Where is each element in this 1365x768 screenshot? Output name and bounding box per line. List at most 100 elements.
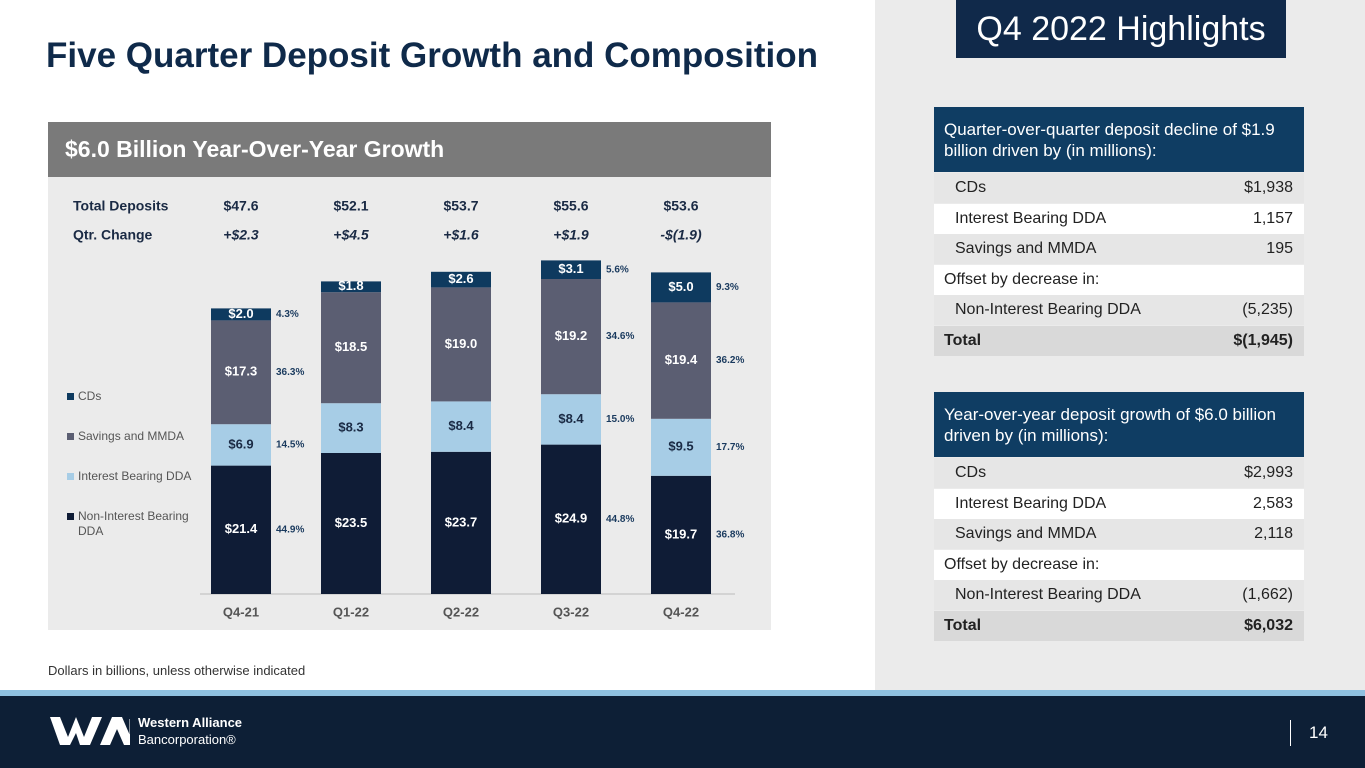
bar-segment <box>321 453 381 594</box>
legend-entry: Interest Bearing DDA <box>67 469 208 484</box>
bar-segment <box>321 403 381 453</box>
cell-label: Non-Interest Bearing DDA <box>955 586 1141 604</box>
x-tick-label: Q4-22 <box>663 604 699 619</box>
value-label: $9.5 <box>668 439 693 454</box>
total-label: $47.6 <box>223 198 258 214</box>
total-label: $53.6 <box>663 198 698 214</box>
value-label: $19.7 <box>665 526 698 541</box>
row-label: Qtr. Change <box>73 227 153 243</box>
legend-entry: Savings and MMDA <box>67 429 208 444</box>
legend-entry: CDs <box>67 389 208 404</box>
share-label: 9.3% <box>716 282 739 293</box>
table-row: Savings and MMDA 195 <box>934 234 1304 265</box>
note: Dollars in billions, unless otherwise in… <box>48 663 306 678</box>
bar-segment <box>651 302 711 419</box>
legend-entry: Non-Interest Bearing DDA <box>67 509 208 539</box>
cell-label: Savings and MMDA <box>955 525 1097 543</box>
table-heading: Year-over-year deposit growth of $6.0 bi… <box>934 392 1304 457</box>
cell-label: Non-Interest Bearing DDA <box>955 301 1141 319</box>
total-label: $55.6 <box>553 198 588 214</box>
footer-strip <box>0 690 1365 696</box>
cell-value: 195 <box>1266 240 1293 258</box>
bar-segment <box>541 260 601 279</box>
divider <box>1290 720 1291 746</box>
cell-label: Savings and MMDA <box>955 240 1097 258</box>
page-number: 14 <box>1309 723 1328 742</box>
cell-value: $2,993 <box>1244 464 1293 481</box>
change-label: +$1.9 <box>553 227 589 243</box>
cell-label: CDs <box>955 464 987 481</box>
table-row: Offset by decrease in: <box>934 264 1304 295</box>
table-row: CDs $2,993 <box>934 458 1304 488</box>
bar-segment <box>321 292 381 404</box>
share-label: 36.3% <box>276 367 304 378</box>
bar-segment <box>211 320 271 425</box>
value-label: $23.7 <box>445 514 478 529</box>
cell-value: $(1,945) <box>1233 332 1293 349</box>
value-label: $6.9 <box>228 436 253 451</box>
cell-label: Offset by decrease in: <box>944 270 1100 288</box>
total-label: $52.1 <box>333 198 368 214</box>
cell-label: Interest Bearing DDA <box>955 209 1107 227</box>
x-tick-label: Q2-22 <box>443 604 479 619</box>
value-label: $8.4 <box>558 411 584 426</box>
share-label: 34.6% <box>606 331 634 342</box>
share-label: 15.0% <box>606 414 634 425</box>
table-row: Non-Interest Bearing DDA (1,662) <box>934 580 1304 611</box>
cell-value: $1,938 <box>1244 179 1293 196</box>
legend-label: Savings and MMDA <box>78 429 185 443</box>
bar-segment <box>431 451 491 594</box>
legend-swatch <box>67 433 74 440</box>
x-tick-label: Q3-22 <box>553 604 589 619</box>
bar-segment <box>431 401 491 452</box>
legend-swatch <box>67 473 74 480</box>
logo <box>50 717 130 745</box>
legend-swatch <box>67 393 74 400</box>
cell-value: 2,583 <box>1252 494 1293 512</box>
bar-segment <box>431 287 491 402</box>
bar-segment <box>651 418 711 476</box>
table-row: Non-Interest Bearing DDA (5,235) <box>934 295 1304 326</box>
bar-segment <box>541 279 601 395</box>
bar-segment <box>651 272 711 303</box>
value-label: $2.6 <box>448 271 473 286</box>
table-row: Savings and MMDA 2,118 <box>934 519 1304 550</box>
cell-value: $6,032 <box>1244 617 1293 634</box>
chart-title: $6.0 Billion Year-Over-Year Growth <box>48 122 771 177</box>
legend-label: CDs <box>78 389 102 403</box>
change-label: -$(1.9) <box>660 227 702 243</box>
share-label: 17.7% <box>716 442 744 453</box>
company: Western Alliance <box>138 715 243 730</box>
value-label: $23.5 <box>335 515 368 530</box>
share-label: 36.8% <box>716 530 744 541</box>
value-label: $18.5 <box>335 339 368 354</box>
value-label: $19.4 <box>665 352 698 367</box>
chart-panel <box>48 122 771 630</box>
share-label: 44.9% <box>276 524 304 535</box>
value-label: $2.0 <box>228 306 253 321</box>
bar-segment <box>651 475 711 594</box>
total-label: $53.7 <box>443 198 478 214</box>
x-tick-label: Q1-22 <box>333 604 369 619</box>
table-row: Interest Bearing DDA 2,583 <box>934 488 1304 519</box>
change-label: +$2.3 <box>223 227 259 243</box>
value-label: $17.3 <box>225 364 258 379</box>
share-label: 4.3% <box>276 309 299 320</box>
bar-segment <box>211 308 271 321</box>
bar-segment <box>211 424 271 466</box>
share-label: 44.8% <box>606 514 634 525</box>
value-label: $5.0 <box>668 279 693 294</box>
cell-label: Total <box>944 617 982 634</box>
table-row: Interest Bearing DDA 1,157 <box>934 203 1304 234</box>
row-label: Total Deposits <box>73 198 169 214</box>
bar-segment <box>541 444 601 594</box>
cell-value: 2,118 <box>1254 525 1293 543</box>
cell-label: CDs <box>955 179 987 196</box>
change-label: +$4.5 <box>333 227 369 243</box>
table-row: CDs $1,938 <box>934 173 1304 203</box>
share-label: 5.6% <box>606 264 629 275</box>
legend-label: Non-Interest Bearing DDA <box>78 509 189 538</box>
table-heading: Quarter-over-quarter deposit decline of … <box>934 107 1304 172</box>
